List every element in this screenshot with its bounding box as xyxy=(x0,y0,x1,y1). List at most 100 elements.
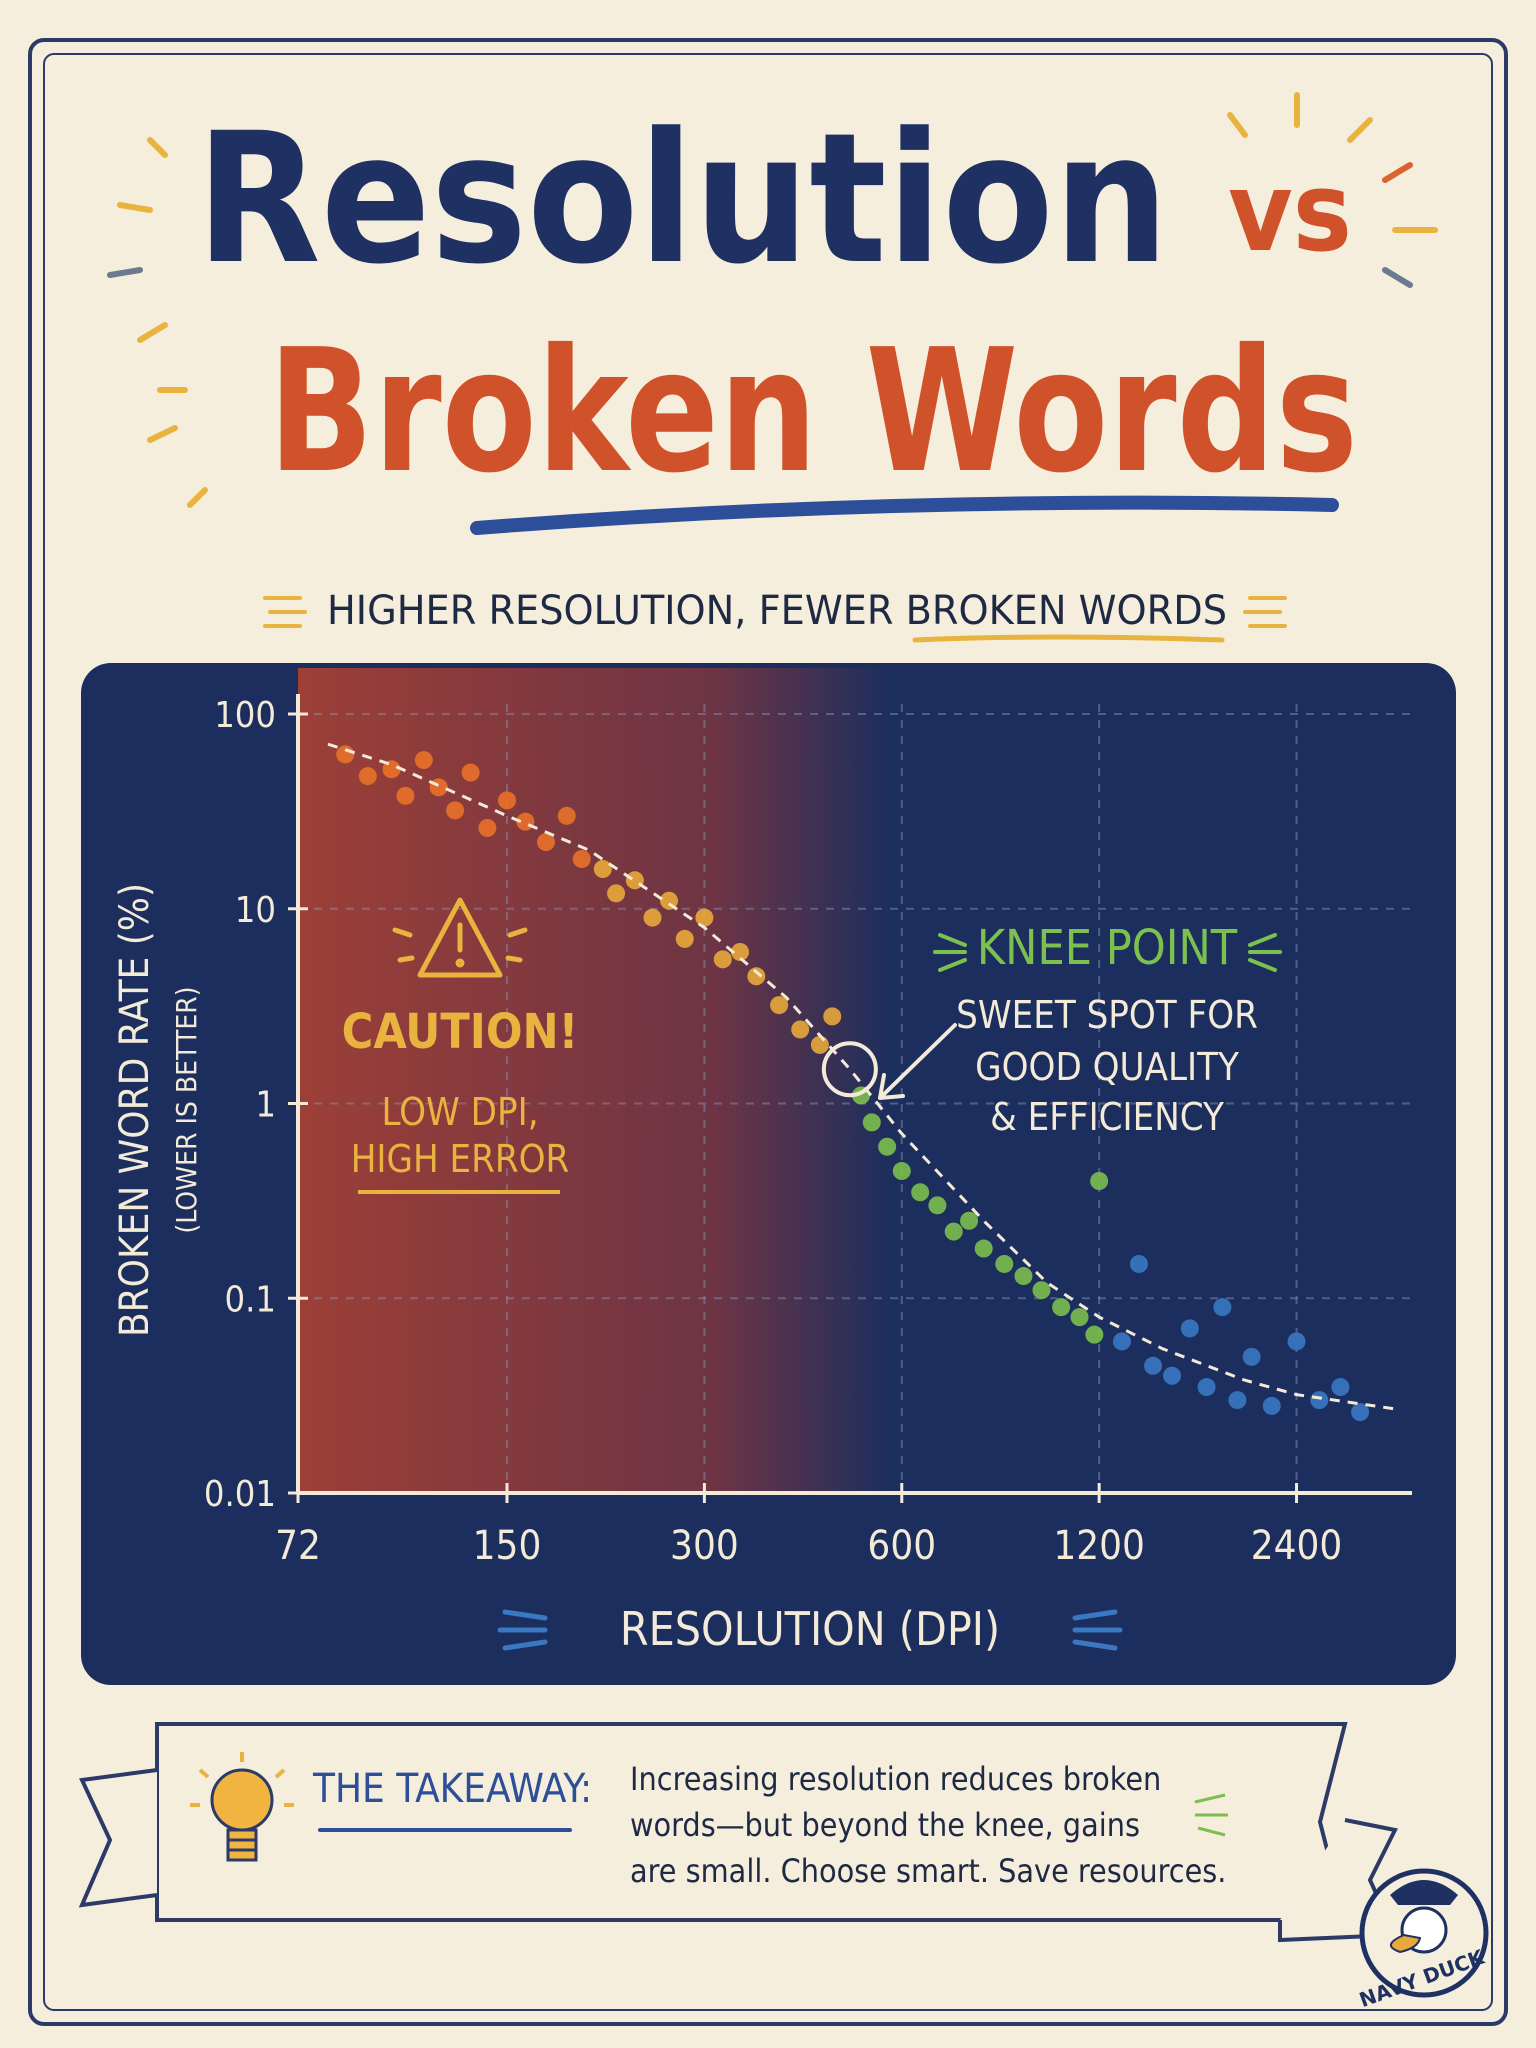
caution-region xyxy=(298,668,892,1493)
knee-text: SWEET SPOT FOR xyxy=(956,993,1258,1037)
data-point xyxy=(911,1183,930,1202)
title-underline xyxy=(470,495,1339,535)
data-point xyxy=(1144,1356,1163,1375)
data-point xyxy=(429,778,448,797)
data-point xyxy=(414,751,433,770)
takeaway-decoration xyxy=(1194,1793,1228,1837)
data-point xyxy=(878,1137,897,1156)
y-tick-label: 10 xyxy=(235,890,276,931)
sparks xyxy=(107,92,1438,508)
data-point xyxy=(396,786,415,805)
knee-arrow xyxy=(878,1023,957,1100)
data-point xyxy=(1163,1366,1182,1385)
data-point xyxy=(928,1196,947,1215)
data-point xyxy=(1090,1171,1109,1190)
data-point xyxy=(995,1254,1014,1273)
data-point xyxy=(382,760,401,779)
takeaway-label: THE TAKEAWAY: xyxy=(312,1766,592,1812)
data-point xyxy=(536,833,555,852)
x-tick-label: 150 xyxy=(473,1523,542,1569)
data-point xyxy=(823,1007,842,1026)
frame xyxy=(28,38,1508,2026)
data-point xyxy=(1242,1347,1261,1366)
data-point xyxy=(892,1162,911,1181)
subtitle: HIGHER RESOLUTION, FEWER BROKEN WORDS xyxy=(327,588,1227,634)
plot: 100 10 1 0.1 0.01 72 150 300 600 1200 2400 xyxy=(204,668,1412,1569)
title-vs: vs xyxy=(1228,148,1352,276)
takeaway-text: are small. Choose smart. Save resources. xyxy=(630,1852,1226,1890)
data-point xyxy=(1129,1254,1148,1273)
data-point xyxy=(1014,1267,1033,1286)
data-point xyxy=(1112,1332,1131,1351)
data-point xyxy=(731,942,750,961)
data-point xyxy=(713,950,732,969)
data-point xyxy=(747,967,766,986)
data-point xyxy=(358,767,377,786)
data-point xyxy=(557,806,576,825)
data-point xyxy=(1262,1396,1281,1415)
banner-tail xyxy=(78,1768,158,1908)
data-point xyxy=(1070,1308,1089,1327)
bulb-icon xyxy=(190,1752,294,1862)
data-point xyxy=(1287,1332,1306,1351)
data-point xyxy=(336,745,355,764)
knee-text: GOOD QUALITY xyxy=(975,1045,1239,1089)
frame-inner xyxy=(43,53,1493,2011)
data-point xyxy=(572,850,591,869)
data-point xyxy=(461,763,480,782)
data-point xyxy=(478,818,497,837)
x-tick-label: 72 xyxy=(275,1523,321,1569)
data-point xyxy=(1032,1281,1051,1300)
data-point xyxy=(960,1211,979,1230)
title: Resolution xyxy=(196,95,1169,304)
knee-title: KNEE POINT xyxy=(977,920,1238,976)
y-axis-label: BROKEN WORD RATE (%) xyxy=(112,883,158,1337)
data-point xyxy=(643,908,662,927)
data-point xyxy=(810,1035,829,1054)
data-point xyxy=(1213,1298,1232,1317)
takeaway-text: words—but beyond the knee, gains xyxy=(630,1806,1140,1844)
subtitle-decoration xyxy=(263,596,1287,643)
x-axis-label: RESOLUTION (DPI) xyxy=(620,1602,1000,1656)
data-point xyxy=(1180,1319,1199,1338)
y-tick-label: 1 xyxy=(255,1085,276,1126)
x-label-decoration xyxy=(497,1609,1123,1651)
x-tick-label: 600 xyxy=(867,1523,936,1569)
caution-text: LOW DPI, xyxy=(381,1090,538,1134)
data-point xyxy=(593,859,612,878)
y-tick-label: 0.01 xyxy=(204,1474,276,1515)
knee-decoration xyxy=(933,933,1282,972)
data-point xyxy=(1228,1391,1247,1410)
x-tick-label: 300 xyxy=(670,1523,739,1569)
caution-text: HIGH ERROR xyxy=(351,1137,570,1181)
y-tick-label: 0.1 xyxy=(225,1279,277,1320)
data-point xyxy=(974,1239,993,1258)
x-tick-label: 1200 xyxy=(1053,1523,1145,1569)
y-tick-label: 100 xyxy=(214,695,276,736)
data-point xyxy=(862,1113,881,1132)
data-point xyxy=(498,791,517,810)
data-point xyxy=(944,1222,963,1241)
data-point xyxy=(607,884,626,903)
data-point xyxy=(695,908,714,927)
trend-line xyxy=(327,742,1396,1411)
x-tick-label: 2400 xyxy=(1251,1523,1343,1569)
knee-marker xyxy=(821,1041,878,1098)
data-point xyxy=(675,929,694,948)
logo: NAVY DUCK xyxy=(1356,1868,1489,2012)
caution-title: CAUTION! xyxy=(342,1004,579,1060)
data-point xyxy=(1052,1298,1071,1317)
warning-icon xyxy=(392,897,528,978)
y-axis-sublabel: (LOWER IS BETTER) xyxy=(170,986,203,1233)
data-point xyxy=(770,996,789,1015)
data-point xyxy=(791,1020,810,1039)
data-point xyxy=(1085,1325,1104,1344)
data-point xyxy=(1351,1403,1370,1422)
title: Broken Words xyxy=(268,313,1358,511)
knee-text: & EFFICIENCY xyxy=(990,1095,1224,1139)
data-point xyxy=(1197,1378,1216,1397)
data-point xyxy=(1310,1391,1329,1410)
data-point xyxy=(1331,1378,1350,1397)
